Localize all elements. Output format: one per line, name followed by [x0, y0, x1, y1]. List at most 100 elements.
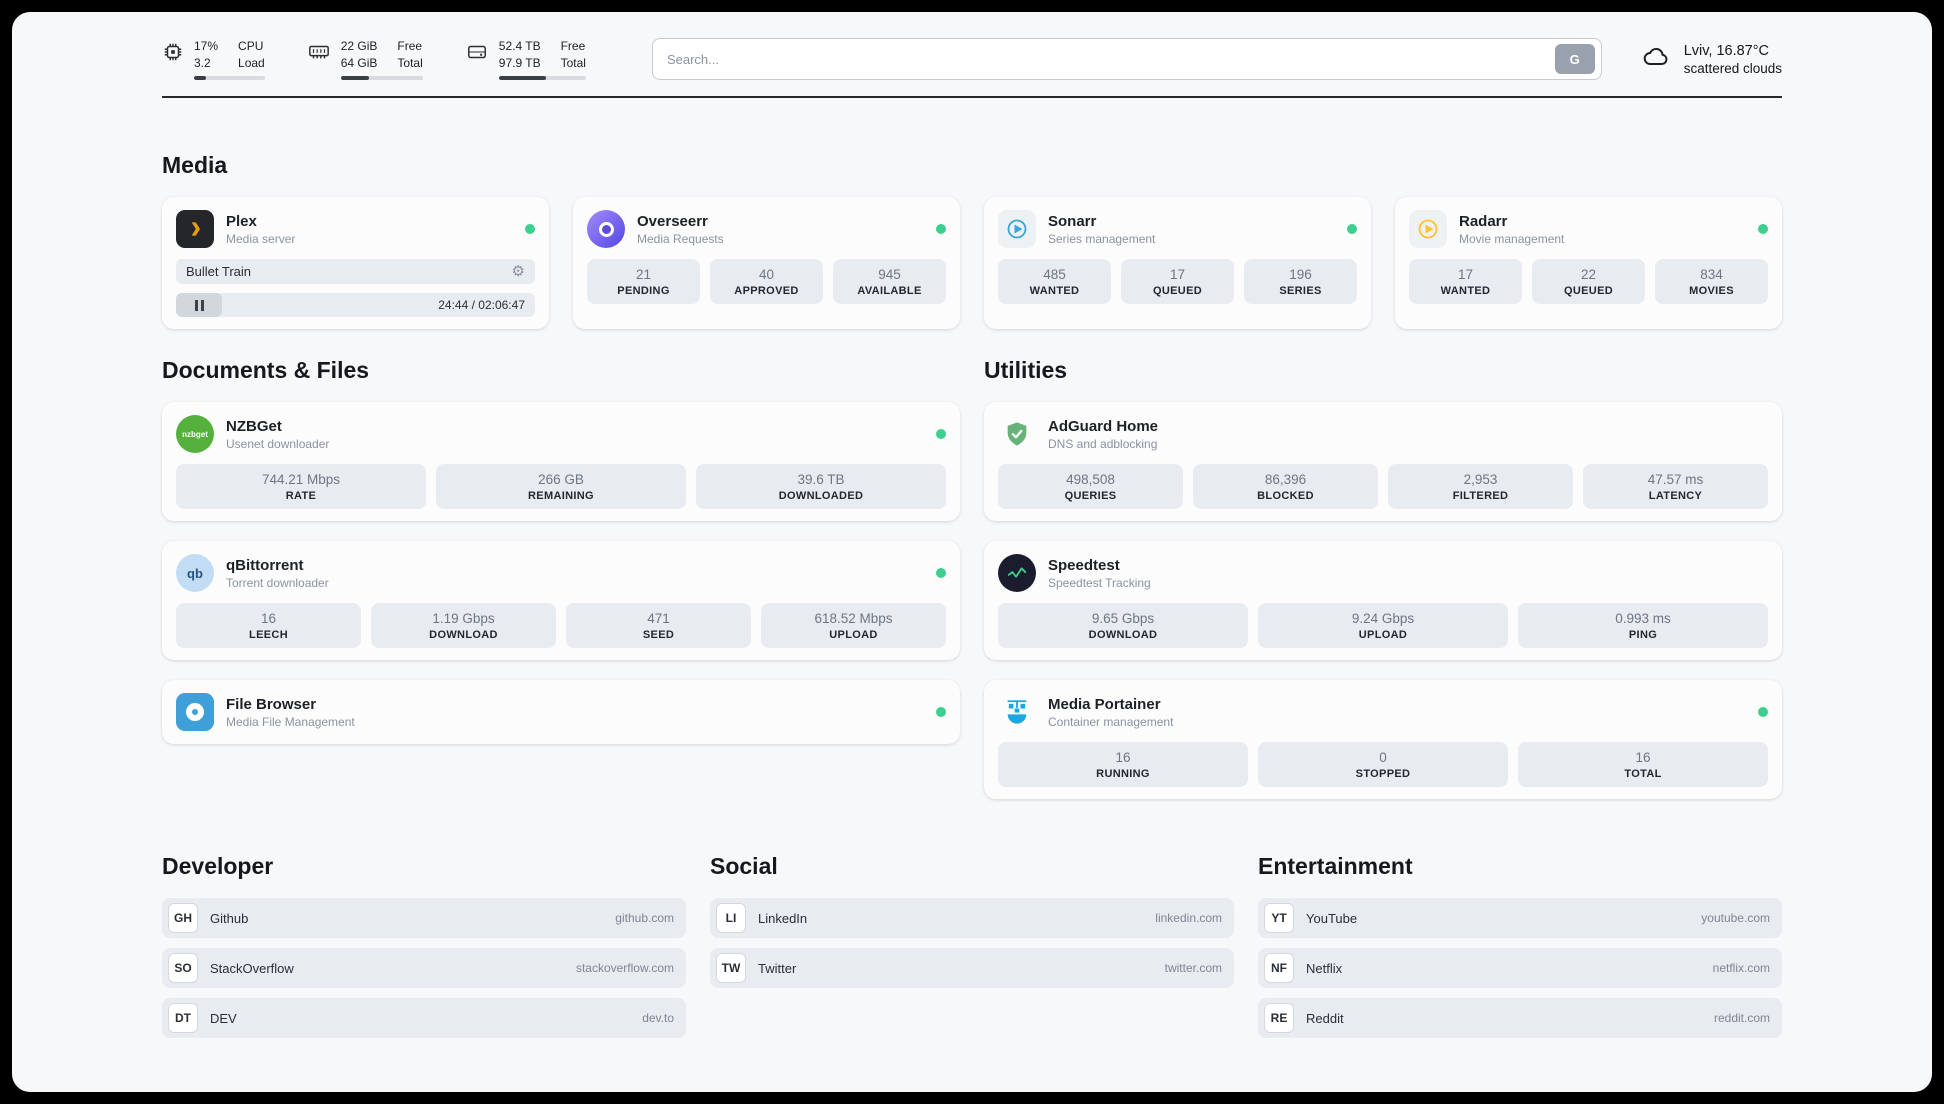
app-name: Media Portainer: [1048, 695, 1161, 713]
bookmark-github[interactable]: GH Github github.com: [162, 898, 686, 938]
cloud-icon: [1640, 43, 1672, 76]
online-status-dot: [1347, 224, 1357, 234]
nzbget-card[interactable]: nzbget NZBGet Usenet downloader 744.21 M…: [162, 402, 960, 521]
developer-bookmarks: Developer GH Github github.com SO StackO…: [162, 853, 686, 1038]
stat-tile: 266 GB REMAINING: [436, 464, 686, 509]
bookmark-name: YouTube: [1306, 910, 1358, 926]
sonarr-card[interactable]: Sonarr Series management 485 WANTED 17 Q…: [984, 197, 1371, 329]
netflix-icon: NF: [1264, 953, 1294, 983]
app-name: qBittorrent: [226, 556, 304, 574]
online-status-dot: [936, 568, 946, 578]
radarr-card[interactable]: Radarr Movie management 17 WANTED 22 QUE…: [1395, 197, 1782, 329]
memory-free-label: Free: [397, 39, 423, 54]
stat-tile: 40 APPROVED: [710, 259, 823, 304]
app-name: Sonarr: [1048, 212, 1097, 230]
stat-tile: 0.993 ms PING: [1518, 603, 1768, 648]
bookmark-netflix[interactable]: NF Netflix netflix.com: [1258, 948, 1782, 988]
section-title-utilities: Utilities: [984, 357, 1068, 383]
twitter-icon: TW: [716, 953, 746, 983]
bookmark-youtube[interactable]: YT YouTube youtube.com: [1258, 898, 1782, 938]
bookmark-domain: youtube.com: [1701, 911, 1770, 925]
stat-tile: 39.6 TB DOWNLOADED: [696, 464, 946, 509]
speedtest-card[interactable]: Speedtest Speedtest Tracking 9.65 Gbps D…: [984, 541, 1782, 660]
stat-label: WANTED: [1029, 285, 1080, 297]
bookmark-twitter[interactable]: TW Twitter twitter.com: [710, 948, 1234, 988]
dashboard-page: 17% CPU 3.2 Load 22 GiB Free 64 G: [12, 12, 1932, 1092]
stat-label: DOWNLOADED: [778, 490, 864, 502]
stat-value: 16: [1635, 750, 1651, 765]
app-subtitle: Series management: [1048, 231, 1156, 246]
section-title-social: Social: [710, 853, 778, 879]
app-name: NZBGet: [226, 417, 282, 435]
stat-tile: 2,953 FILTERED: [1388, 464, 1573, 509]
stackoverflow-icon: SO: [168, 953, 198, 983]
online-status-dot: [1758, 224, 1768, 234]
stat-tile: 21 PENDING: [587, 259, 700, 304]
playback-progress-bar: 24:44 / 02:06:47: [176, 293, 535, 317]
bookmark-reddit[interactable]: RE Reddit reddit.com: [1258, 998, 1782, 1038]
memory-monitor: 22 GiB Free 64 GiB Total: [307, 38, 423, 80]
overseerr-icon: [587, 210, 625, 248]
disk-free-label: Free: [560, 39, 586, 54]
online-status-dot: [1758, 707, 1768, 717]
memory-free-value: 22 GiB: [340, 39, 378, 54]
plex-card[interactable]: Plex Media server Bullet Train ⚙ 24:44 /…: [162, 197, 549, 329]
speedtest-icon: [998, 554, 1036, 592]
bookmark-dev[interactable]: DT DEV dev.to: [162, 998, 686, 1038]
stat-value: 1.19 Gbps: [432, 611, 495, 626]
adguard-card[interactable]: AdGuard Home DNS and adblocking 498,508 …: [984, 402, 1782, 521]
app-subtitle: Media File Management: [226, 714, 355, 729]
stat-label: QUERIES: [1064, 490, 1117, 502]
media-card-grid: Plex Media server Bullet Train ⚙ 24:44 /…: [162, 197, 1782, 329]
app-name: Speedtest: [1048, 556, 1120, 574]
stat-tile: 9.65 Gbps DOWNLOAD: [998, 603, 1248, 648]
stat-value: 744.21 Mbps: [261, 472, 341, 487]
online-status-dot: [936, 224, 946, 234]
qbittorrent-card[interactable]: qb qBittorrent Torrent downloader 16 LEE…: [162, 541, 960, 660]
stat-label: SERIES: [1279, 285, 1322, 297]
search-engine-button[interactable]: G: [1554, 44, 1595, 74]
stat-label: PENDING: [617, 285, 670, 297]
search-input[interactable]: [666, 51, 1555, 67]
stat-label: APPROVED: [734, 285, 799, 297]
settings-gear-icon[interactable]: ⚙: [511, 263, 525, 280]
app-name: AdGuard Home: [1048, 417, 1159, 435]
cpu-chip-icon: [162, 41, 184, 68]
weather-condition: scattered clouds: [1683, 60, 1782, 76]
weather-widget: Lviv, 16.87°C scattered clouds: [1640, 43, 1782, 76]
memory-total-value: 64 GiB: [340, 55, 378, 70]
stat-value: 0.993 ms: [1615, 611, 1671, 626]
cpu-usage-value: 17%: [194, 39, 219, 54]
bookmark-stackoverflow[interactable]: SO StackOverflow stackoverflow.com: [162, 948, 686, 988]
stat-value: 22: [1580, 267, 1597, 282]
section-title-media: Media: [162, 152, 228, 178]
stat-tile: 1.19 Gbps DOWNLOAD: [371, 603, 556, 648]
cpu-progress-bar: [194, 75, 265, 80]
stat-tile: 0 STOPPED: [1258, 742, 1508, 787]
stat-label: RUNNING: [1096, 768, 1150, 780]
stat-value: 16: [260, 611, 277, 626]
stat-tile: 47.57 ms LATENCY: [1583, 464, 1768, 509]
section-title-entertainment: Entertainment: [1258, 853, 1413, 879]
playback-time: 24:44 / 02:06:47: [438, 298, 525, 312]
stat-label: UPLOAD: [1358, 629, 1408, 641]
pause-button[interactable]: [176, 293, 222, 317]
cpu-load-value: 3.2: [194, 55, 211, 70]
stat-label: UPLOAD: [829, 629, 878, 641]
app-subtitle: Movie management: [1459, 231, 1565, 246]
bookmark-domain: linkedin.com: [1155, 911, 1222, 925]
portainer-card[interactable]: Media Portainer Container management 16 …: [984, 680, 1782, 799]
filebrowser-card[interactable]: File Browser Media File Management: [162, 680, 960, 744]
cpu-monitor: 17% CPU 3.2 Load: [162, 38, 265, 80]
bookmark-domain: reddit.com: [1713, 1011, 1770, 1025]
stat-label: STOPPED: [1355, 768, 1411, 780]
bookmark-linkedin[interactable]: LI LinkedIn linkedin.com: [710, 898, 1234, 938]
app-subtitle: Speedtest Tracking: [1048, 575, 1151, 590]
bookmark-name: Netflix: [1306, 960, 1343, 976]
stat-value: 2,953: [1463, 472, 1498, 487]
overseerr-card[interactable]: Overseerr Media Requests 21 PENDING 40 A…: [573, 197, 960, 329]
stat-tile: 17 QUEUED: [1121, 259, 1234, 304]
app-subtitle: Container management: [1048, 714, 1174, 729]
stat-value: 485: [1043, 267, 1066, 282]
stat-value: 945: [878, 267, 901, 282]
